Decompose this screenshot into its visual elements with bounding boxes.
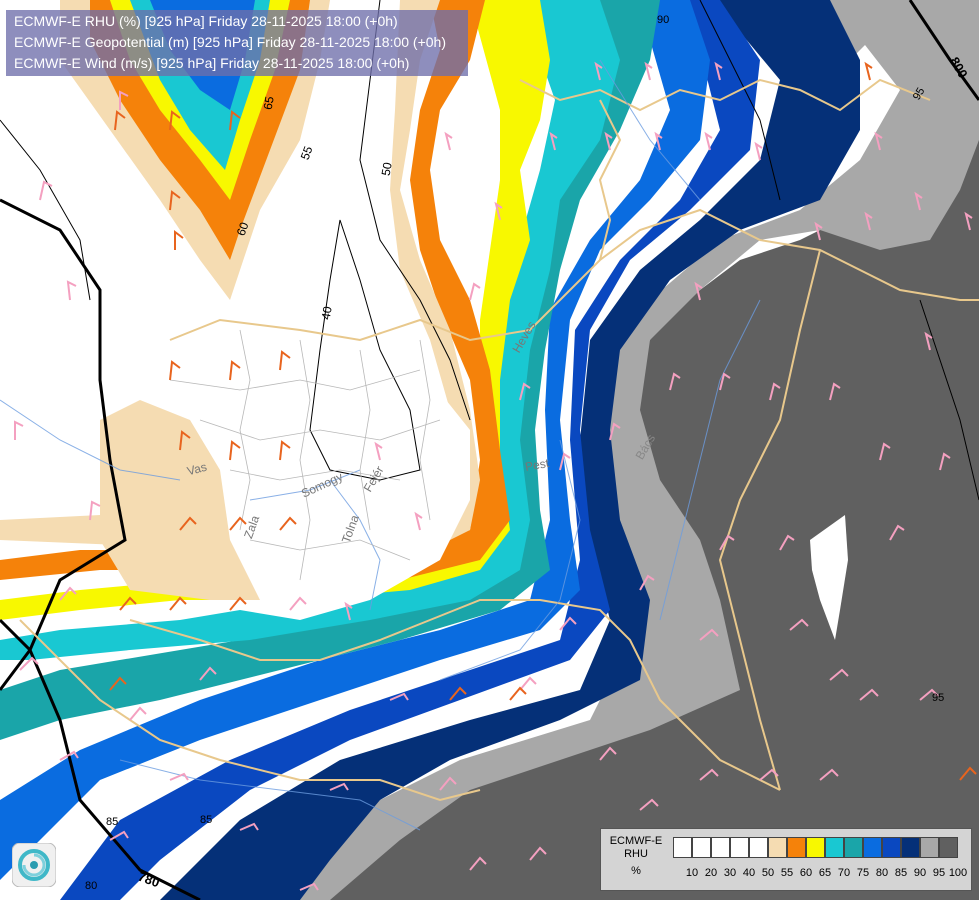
title-panel: ECMWF-E RHU (%) [925 hPa] Friday 28-11-2…	[6, 10, 468, 76]
legend-tick-60: 60	[799, 867, 813, 879]
legend-tick-85: 85	[894, 867, 908, 879]
legend-tick-10: 10	[685, 867, 699, 879]
legend-swatch-95	[920, 837, 939, 858]
legend-label: ECMWF-E RHU %	[601, 835, 671, 878]
legend-tick-20: 20	[704, 867, 718, 879]
legend-swatch-75	[844, 837, 863, 858]
contour-label-85b: 85	[200, 814, 213, 826]
legend-tick-70: 70	[837, 867, 851, 879]
contour-label-95b: 95	[932, 692, 945, 704]
contour-label-85: 85	[106, 816, 119, 828]
rhu-65-area	[0, 0, 620, 660]
legend-swatch-65	[806, 837, 825, 858]
legend-swatch-55	[768, 837, 787, 858]
contour-label-40: 40	[318, 305, 335, 321]
rhu-60-area	[0, 0, 550, 620]
legend-tick-75: 75	[856, 867, 870, 879]
title-rhu: ECMWF-E RHU (%) [925 hPa] Friday 28-11-2…	[14, 13, 398, 29]
contour-label-65: 65	[260, 95, 277, 111]
legend-tick-30: 30	[723, 867, 737, 879]
legend-tick-100: 100	[948, 867, 968, 879]
legend-tick-65: 65	[818, 867, 832, 879]
contour-label-90: 90	[657, 14, 670, 26]
legend-swatch-90	[901, 837, 920, 858]
legend-tick-55: 55	[780, 867, 794, 879]
rhu-90-area	[270, 0, 979, 900]
legend-label-field: RHU	[624, 848, 648, 860]
legend-swatch-85	[882, 837, 901, 858]
legend-swatch-30	[711, 837, 730, 858]
legend-swatch-60	[787, 837, 806, 858]
legend-tick-50: 50	[761, 867, 775, 879]
ecmwf-logo-icon	[12, 843, 56, 887]
contour-label-50: 50	[378, 161, 395, 177]
legend-tick-80: 80	[875, 867, 889, 879]
legend-swatch-50	[749, 837, 768, 858]
legend-swatch-10	[673, 837, 692, 858]
legend-label-unit: %	[631, 865, 641, 877]
legend-tick-95: 95	[932, 867, 946, 879]
legend-swatch-80	[863, 837, 882, 858]
legend-swatch-20	[692, 837, 711, 858]
legend-swatch-100	[939, 837, 958, 858]
legend-label-model: ECMWF-E	[609, 835, 663, 847]
legend-tick-40: 40	[742, 867, 756, 879]
contour-label-80: 80	[85, 880, 98, 892]
legend-swatch-40	[730, 837, 749, 858]
legend-tick-90: 90	[913, 867, 927, 879]
title-wind: ECMWF-E Wind (m/s) [925 hPa] Friday 28-1…	[14, 55, 410, 71]
rhu-75-area	[0, 0, 710, 880]
rhu-85-area	[160, 0, 860, 900]
color-legend: ECMWF-E RHU % 10 20 30 40 50 55 60 65 70 75 80 85 90…	[600, 828, 972, 891]
legend-swatch-70	[825, 837, 844, 858]
title-geopotential: ECMWF-E Geopotential (m) [925 hPa] Frida…	[14, 34, 446, 50]
